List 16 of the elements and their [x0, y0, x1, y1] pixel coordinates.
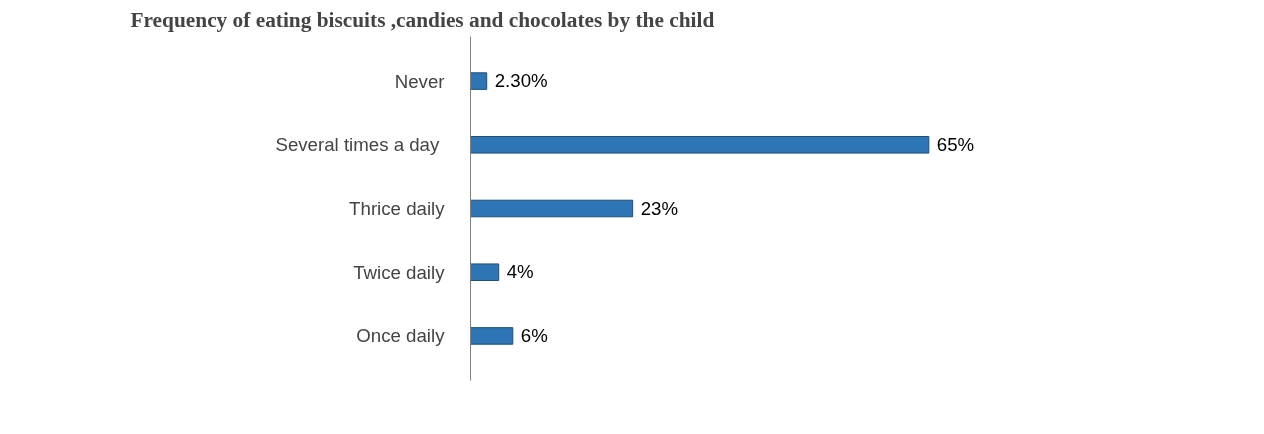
y-tick-label: Twice daily	[353, 261, 446, 283]
y-tick-label: Thrice daily	[349, 198, 446, 219]
y-tick-label: Once daily	[356, 325, 446, 347]
bar	[470, 72, 488, 90]
y-tick-label: Several times a day	[275, 134, 440, 156]
bar	[470, 199, 634, 218]
data-label: 4%	[506, 261, 534, 283]
bar	[470, 136, 930, 154]
data-label: 65%	[936, 133, 975, 155]
chart-title: Frequency of eating biscuits ,candies and chocolates by the child	[130, 7, 715, 32]
bar	[470, 263, 500, 281]
bar	[470, 327, 514, 345]
data-label: 6%	[520, 324, 548, 346]
y-tick-label: Never	[394, 70, 445, 92]
data-label: 23%	[640, 197, 679, 219]
data-label: 2.30%	[494, 70, 548, 92]
